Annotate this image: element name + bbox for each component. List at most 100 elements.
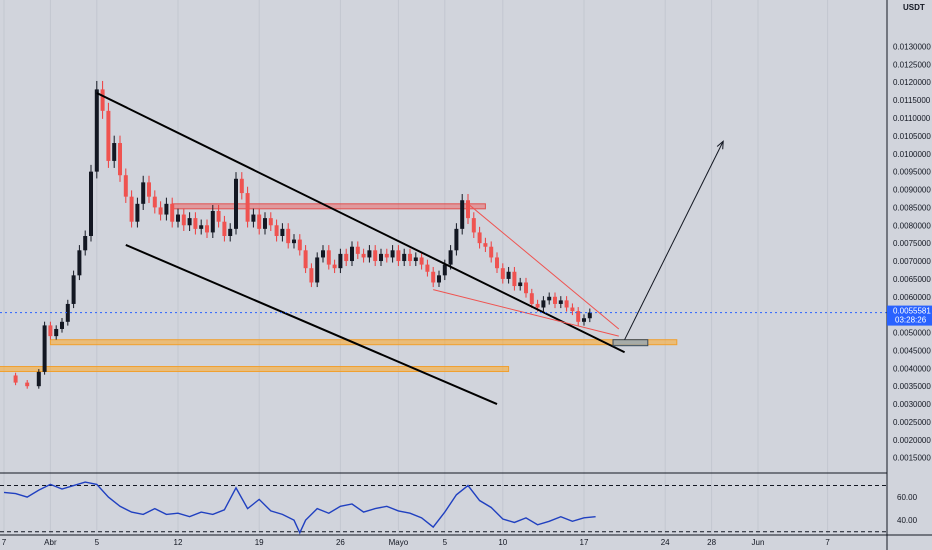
candle-body — [65, 303, 70, 322]
candle-body — [89, 171, 93, 236]
candle-body — [36, 371, 41, 387]
candle-body — [379, 253, 383, 262]
price-tick-label: 0.0100000 — [893, 150, 931, 159]
candle-body — [344, 253, 349, 262]
price-tick-label: 0.0065000 — [893, 275, 931, 284]
candle-body — [495, 257, 499, 269]
resistance-zone — [49, 339, 678, 346]
time-tick-label: 5 — [443, 538, 448, 547]
candle-body — [187, 218, 192, 226]
unit-label: USDT — [903, 3, 925, 12]
candle-body — [210, 210, 215, 233]
candle-body — [373, 250, 378, 262]
candle-body — [587, 312, 592, 319]
price-tick-label: 0.0035000 — [893, 382, 931, 391]
candle-body — [402, 253, 407, 262]
candle-body — [524, 282, 528, 294]
candle-body — [83, 236, 88, 251]
price-tick-label: 0.0030000 — [893, 400, 931, 409]
price-tick-label: 0.0130000 — [893, 42, 931, 51]
candle-body — [466, 200, 470, 219]
candle-body — [547, 296, 552, 301]
candle-body — [239, 178, 244, 194]
candle-body — [193, 218, 198, 229]
projection-arrow — [624, 141, 724, 340]
candle-body — [42, 325, 47, 372]
candle-body — [413, 257, 418, 262]
candle-body — [384, 253, 389, 258]
candle-body — [448, 250, 453, 265]
time-tick-label: 24 — [661, 538, 670, 547]
price-tick-label: 0.0025000 — [893, 418, 931, 427]
price-tick-label: 0.0080000 — [893, 221, 931, 230]
candle-body — [257, 214, 262, 229]
price-tick-label: 0.0110000 — [893, 114, 931, 123]
price-tick-label: 0.0060000 — [893, 293, 931, 302]
candle-body — [228, 228, 233, 236]
candle-body — [222, 221, 227, 236]
candle-body — [48, 325, 53, 337]
candle-body — [460, 200, 465, 229]
price-tick-label: 0.0070000 — [893, 257, 931, 266]
candle-body — [152, 196, 157, 208]
trendlines — [0, 92, 887, 405]
candle-body — [338, 253, 343, 269]
candle-body — [564, 300, 569, 308]
candle-body — [582, 318, 586, 322]
price-tick-label: 0.0125000 — [893, 60, 931, 69]
projection-arrowhead — [716, 140, 724, 150]
time-tick-label: 5 — [95, 538, 100, 547]
candle-body — [355, 246, 360, 254]
candle-body — [553, 296, 557, 304]
candle-body — [419, 257, 424, 265]
price-tick-label: 0.0040000 — [893, 364, 931, 373]
countdown-label: 03:28:26 — [895, 316, 927, 325]
support-zone — [0, 366, 510, 373]
candle-body — [280, 228, 285, 236]
wedge-trendline — [467, 203, 620, 330]
price-tick-label: 0.0020000 — [893, 436, 931, 445]
price-tick-label: 0.0095000 — [893, 168, 931, 177]
candle-body — [164, 203, 169, 215]
candle-body — [13, 375, 18, 383]
price-tick-label: 0.0045000 — [893, 346, 931, 355]
candle-body — [118, 143, 122, 176]
candle-body — [541, 300, 546, 308]
candle-body — [141, 182, 146, 204]
candle-body — [570, 307, 575, 312]
rsi-tick-label: 60.00 — [897, 493, 918, 502]
rsi-tick-label: 40.00 — [897, 516, 918, 525]
candle-body — [25, 382, 30, 387]
time-tick-label: 7 — [825, 538, 830, 547]
candle-body — [396, 250, 401, 262]
time-tick-label: 19 — [255, 538, 264, 547]
current-price-tag — [887, 305, 932, 326]
candle-body — [292, 239, 296, 244]
candle-body — [129, 196, 134, 222]
candle-body — [477, 232, 482, 244]
candle-body — [326, 250, 331, 265]
price-tick-label: 0.0085000 — [893, 203, 931, 212]
candle-body — [158, 207, 163, 215]
candle-body — [437, 275, 441, 283]
candle-body — [251, 214, 256, 222]
price-tick-label: 0.0050000 — [893, 329, 931, 338]
candle-body — [518, 282, 523, 287]
candle-body — [170, 203, 175, 222]
candle-body — [274, 225, 279, 236]
candle-body — [181, 214, 186, 226]
candle-body — [350, 246, 354, 262]
candle-body — [135, 203, 140, 222]
candle-body — [263, 218, 267, 229]
candle-body — [535, 303, 540, 308]
candle-body — [408, 253, 412, 262]
price-axis-panel — [887, 0, 932, 550]
rsi-panel — [0, 472, 932, 535]
candle-body — [54, 328, 59, 337]
candle-body — [100, 89, 105, 111]
channel-trendline — [96, 92, 626, 354]
price-tick-label: 0.0115000 — [893, 96, 931, 105]
candle-body — [245, 193, 250, 222]
